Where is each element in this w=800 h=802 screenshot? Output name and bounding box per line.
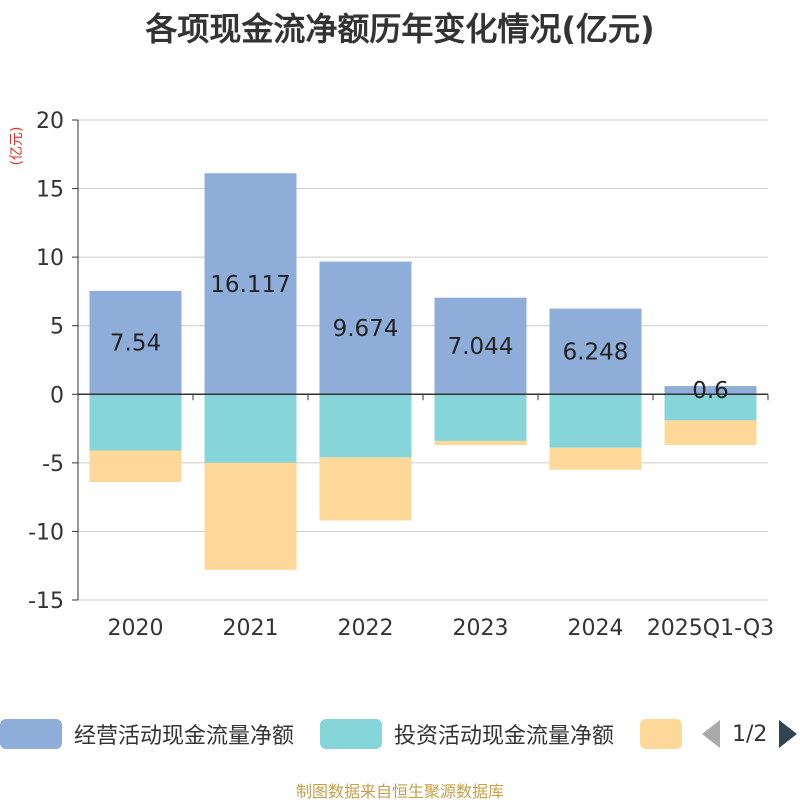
pager-next-icon[interactable]: [779, 720, 798, 748]
pager-prev-icon[interactable]: [702, 720, 720, 748]
legend-swatch-financing: [640, 719, 682, 749]
bar-series0-3: [434, 297, 527, 395]
x-tick-label: 2021: [223, 616, 279, 641]
legend-item-investing[interactable]: 投资活动现金流量净额: [320, 716, 614, 752]
bar-series2-5: [664, 420, 757, 446]
legend: 经营活动现金流量净额 投资活动现金流量净额 1/2: [0, 716, 800, 752]
y-tick-label: 10: [36, 246, 64, 271]
grid-lines: [78, 119, 768, 601]
bar-series2-4: [549, 447, 642, 470]
bar-series2-0: [89, 450, 182, 483]
data-label-0: 7.54: [110, 331, 161, 357]
y-tick-label: 0: [50, 383, 64, 408]
bar-series0-4: [549, 308, 642, 395]
legend-swatch-operating: [0, 719, 62, 749]
x-tick-label: 2025Q1-Q3: [647, 616, 774, 641]
legend-label-operating: 经营活动现金流量净额: [74, 724, 295, 749]
data-label-4: 6.248: [563, 339, 629, 365]
chart-title: 各项现金流净额历年变化情况(亿元): [145, 10, 655, 48]
bar-series1-0: [89, 394, 182, 451]
bar-series0-5: [664, 386, 757, 395]
bar-group: [89, 173, 757, 570]
x-tick-label: 2023: [453, 616, 509, 641]
data-labels: 7.54 16.117 9.674 7.044 6.248 0.6: [110, 272, 729, 404]
bar-series2-3: [434, 440, 527, 446]
y-tick-label: -5: [42, 452, 64, 477]
y-tick-label: 15: [36, 178, 64, 203]
bar-series1-1: [204, 394, 297, 463]
bar-series1-5: [664, 394, 757, 421]
y-tick-label: 5: [50, 315, 64, 340]
y-tick-label: -10: [28, 520, 64, 545]
bar-series1-4: [549, 394, 642, 448]
pager-page-text: 1/2: [732, 721, 768, 747]
y-tick-label: -15: [28, 589, 64, 614]
bar-series0-0: [89, 290, 182, 395]
legend-swatch-investing: [320, 719, 382, 749]
legend-pager: 1/2: [702, 716, 798, 752]
bar-series0-1: [204, 173, 297, 395]
chart-area: 20 15 10 5 0 -5 -10 -15 2020 2021 2022 2023 2024 2025…: [9, 109, 774, 641]
data-label-3: 7.044: [448, 334, 514, 360]
data-label-2: 9.674: [333, 316, 399, 342]
x-tick-label: 2024: [568, 616, 624, 641]
x-tick-label: 2022: [338, 616, 394, 641]
legend-item-financing[interactable]: [640, 716, 682, 752]
axes: 20 15 10 5 0 -5 -10 -15 2020 2021 2022 2023 2024 2025…: [28, 109, 774, 641]
bar-series2-1: [204, 462, 297, 570]
bar-series0-2: [319, 261, 412, 395]
source-note: 制图数据来自恒生聚源数据库: [295, 782, 504, 801]
legend-item-operating[interactable]: 经营活动现金流量净额: [0, 716, 294, 752]
x-tick-label: 2020: [108, 616, 164, 641]
legend-label-investing: 投资活动现金流量净额: [394, 724, 615, 749]
bar-series1-2: [319, 394, 412, 458]
data-label-1: 16.117: [210, 272, 290, 298]
y-axis-label: (亿元): [9, 127, 25, 166]
data-label-5: 0.6: [692, 378, 729, 404]
bar-series2-2: [319, 457, 412, 521]
y-tick-label: 20: [36, 109, 64, 134]
bar-series1-3: [434, 394, 527, 441]
